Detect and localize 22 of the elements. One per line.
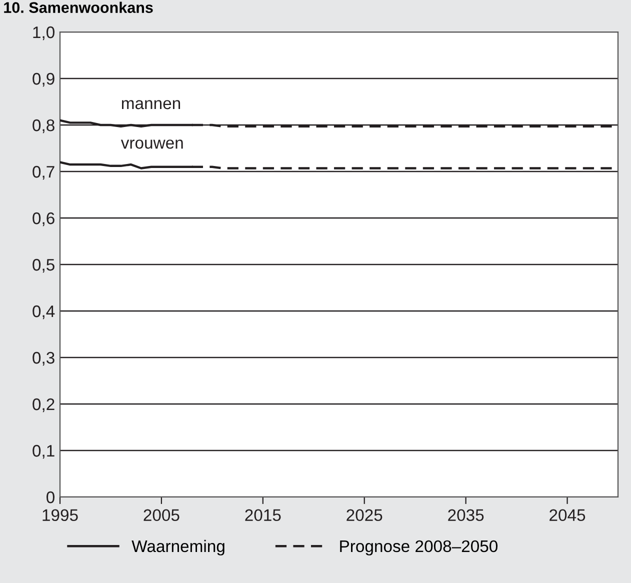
x-tick-label: 2015: [245, 509, 281, 522]
chart-title: 10. Samenwoonkans: [4, 2, 153, 13]
y-tick-label: 0,6: [32, 212, 54, 226]
y-tick-label: 0,5: [32, 258, 54, 273]
x-tick-label: 2035: [448, 509, 484, 522]
annotation: mannen: [122, 100, 180, 110]
y-tick-label: 1,0: [33, 26, 54, 40]
y-tick-label: 0: [46, 491, 54, 504]
y-tick-label: 0,2: [32, 398, 54, 412]
x-tick-label: 2045: [550, 509, 586, 522]
x-tick-label: 1995: [42, 509, 78, 522]
y-tick-label: 0,8: [32, 119, 54, 134]
y-tick-label: 0,7: [32, 166, 54, 180]
x-tick-label: 2005: [144, 509, 180, 522]
legend-label: Prognose 2008–2050: [340, 540, 498, 556]
y-tick-label: 0,3: [32, 352, 54, 366]
y-tick-label: 0,4: [32, 305, 55, 320]
legend-label: Waarneming: [132, 540, 224, 556]
y-tick-label: 0,9: [32, 72, 54, 87]
x-tick-label: 2025: [346, 509, 382, 522]
annotation: vrouwen: [120, 140, 183, 149]
y-tick-label: 0,1: [32, 444, 54, 459]
